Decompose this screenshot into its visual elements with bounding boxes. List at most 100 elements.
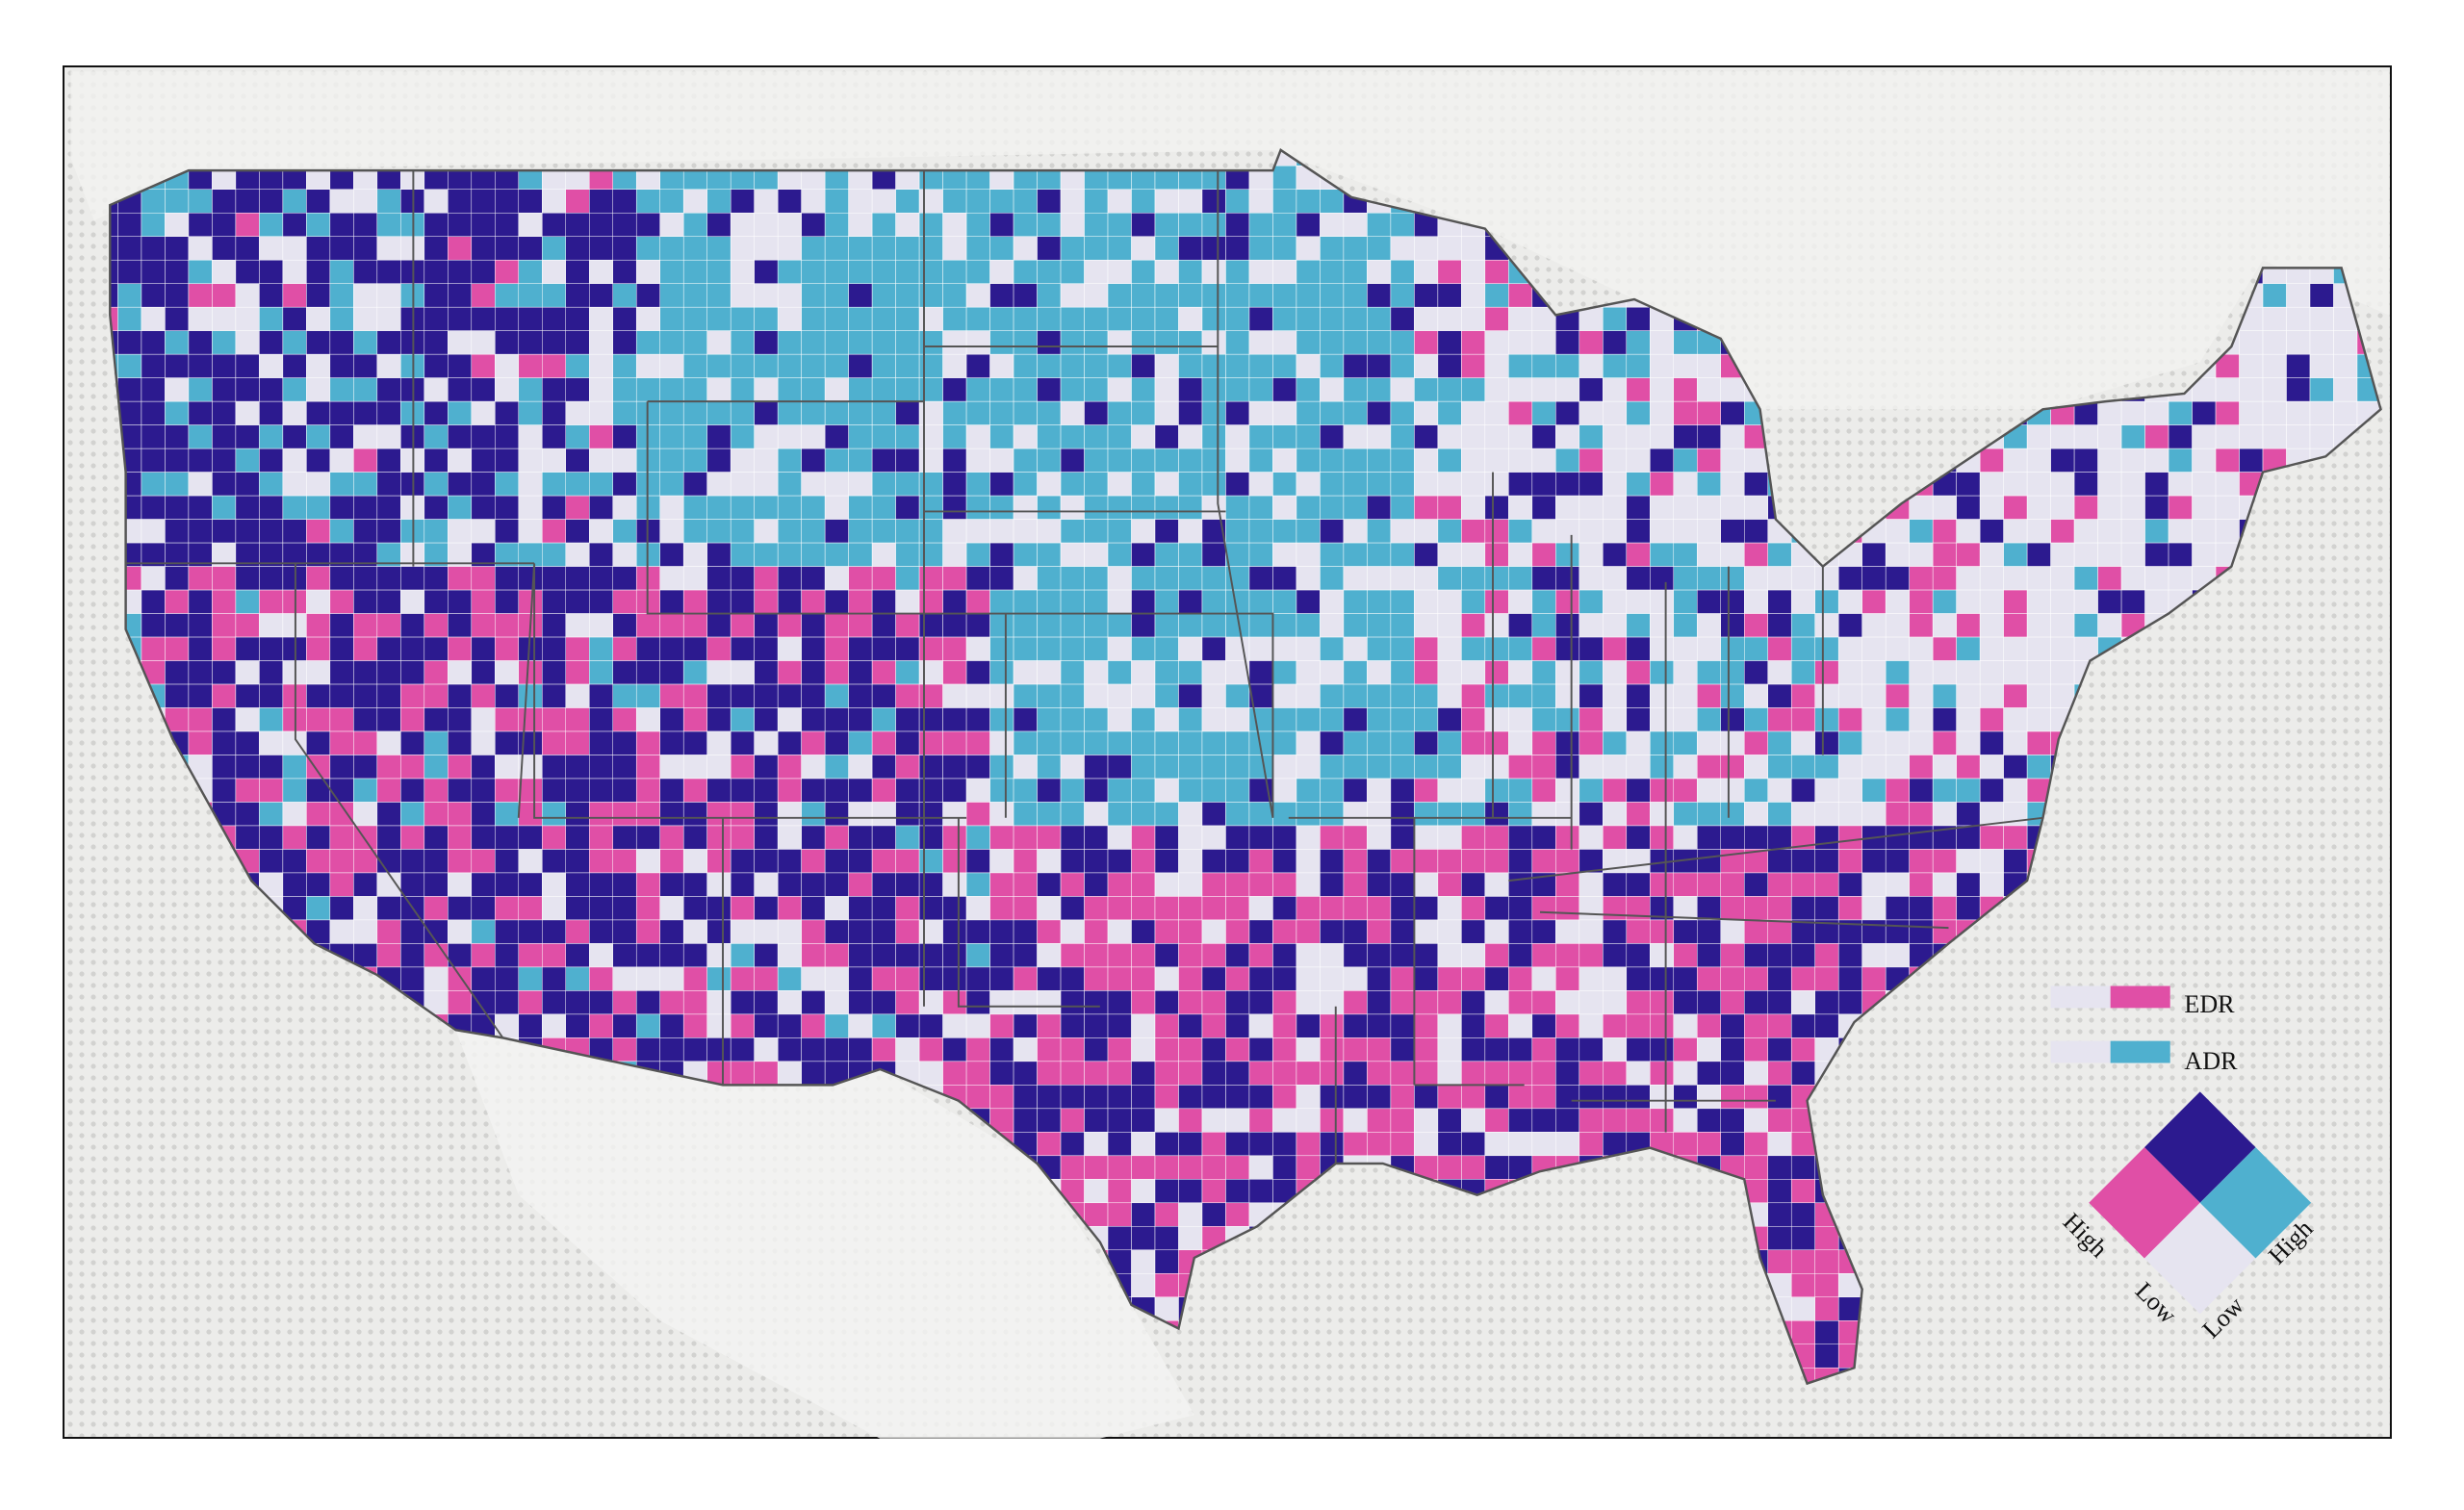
county-cell [1885, 825, 1910, 850]
county-cell [2333, 683, 2358, 708]
county-cell [1225, 353, 1250, 378]
county-cell [329, 1320, 354, 1344]
county-cell [165, 802, 190, 827]
county-cell [1060, 1108, 1085, 1133]
county-cell [2120, 1085, 2145, 1110]
county-cell [518, 1226, 543, 1251]
county-cell [1697, 755, 1721, 780]
county-cell [2309, 872, 2334, 897]
county-cell [1767, 613, 1792, 638]
county-cell [1013, 1085, 1038, 1110]
county-cell [1744, 1108, 1768, 1133]
county-cell [117, 589, 142, 614]
county-cell [1084, 872, 1109, 897]
county-cell [353, 990, 378, 1015]
county-cell [1744, 778, 1768, 803]
county-cell [1320, 330, 1345, 355]
county-cell [495, 448, 520, 473]
county-cell [2262, 1013, 2287, 1038]
county-cell [1013, 802, 1038, 827]
county-cell [942, 472, 967, 497]
county-cell [1673, 1108, 1698, 1133]
county-cell [989, 1037, 1014, 1062]
county-cell [400, 1320, 425, 1344]
county-cell [259, 519, 284, 544]
county-cell [1650, 400, 1675, 425]
county-cell [353, 1273, 378, 1298]
county-cell [1932, 778, 1957, 803]
county-cell [1178, 872, 1203, 897]
county-cell [2286, 400, 2311, 425]
county-cell [1767, 849, 1792, 874]
county-cell [212, 802, 237, 827]
county-cell [1367, 377, 1392, 402]
county-cell [635, 306, 660, 331]
county-cell [895, 1037, 920, 1062]
county-cell [1531, 730, 1556, 755]
county-cell [424, 1273, 449, 1298]
county-cell [871, 919, 896, 944]
county-cell [1107, 1132, 1132, 1157]
county-cell [1837, 589, 1862, 614]
county-cell [1650, 1226, 1675, 1251]
county-cell [682, 189, 707, 214]
county-cell [1508, 424, 1533, 449]
county-cell [1131, 1249, 1156, 1274]
county-cell [165, 1061, 190, 1086]
county-cell [1484, 472, 1509, 497]
county-cell [1555, 896, 1580, 921]
county-cell [1084, 424, 1109, 449]
county-cell [212, 966, 237, 991]
county-cell [376, 448, 401, 473]
county-cell [1154, 778, 1179, 803]
county-cell [1603, 306, 1628, 331]
county-cell [659, 919, 684, 944]
county-cell [730, 990, 755, 1015]
county-cell [1296, 943, 1321, 968]
county-cell [1837, 542, 1862, 567]
county-cell [1861, 755, 1886, 780]
county-cell [2309, 849, 2334, 874]
county-cell [565, 189, 590, 214]
county-cell [1390, 990, 1415, 1015]
county-cell [2168, 566, 2193, 591]
county-cell [424, 1179, 449, 1204]
county-cell [1744, 872, 1768, 897]
county-cell [495, 707, 520, 732]
county-cell [589, 707, 613, 732]
county-cell [1555, 589, 1580, 614]
county-cell [1131, 636, 1156, 661]
county-cell [659, 778, 684, 803]
county-cell [2286, 283, 2311, 308]
county-cell [259, 1179, 284, 1204]
county-cell [1861, 1320, 1886, 1344]
county-cell [2050, 589, 2075, 614]
county-cell [353, 636, 378, 661]
county-cell [895, 448, 920, 473]
county-cell [965, 1085, 990, 1110]
county-cell [1225, 400, 1250, 425]
county-cell [1154, 495, 1179, 520]
county-cell [1060, 1132, 1085, 1157]
county-cell [754, 943, 779, 968]
county-cell [141, 1179, 166, 1204]
county-cell [1578, 1296, 1604, 1321]
county-cell [110, 1132, 118, 1157]
county-cell [1154, 472, 1179, 497]
county-cell [2144, 1061, 2169, 1086]
county-cell [1744, 1085, 1768, 1110]
county-cell [1720, 966, 1745, 991]
county-cell [212, 1108, 237, 1133]
county-cell [1932, 1155, 1957, 1180]
county-cell [1296, 966, 1321, 991]
county-cell [1390, 353, 1415, 378]
county-cell [141, 636, 166, 661]
county-cell [353, 1320, 378, 1344]
county-cell [165, 472, 190, 497]
county-cell [1484, 1108, 1509, 1133]
county-cell [1603, 1085, 1628, 1110]
county-cell [2003, 1132, 2028, 1157]
county-cell [117, 495, 142, 520]
county-cell [730, 566, 755, 591]
county-cell [1508, 730, 1533, 755]
